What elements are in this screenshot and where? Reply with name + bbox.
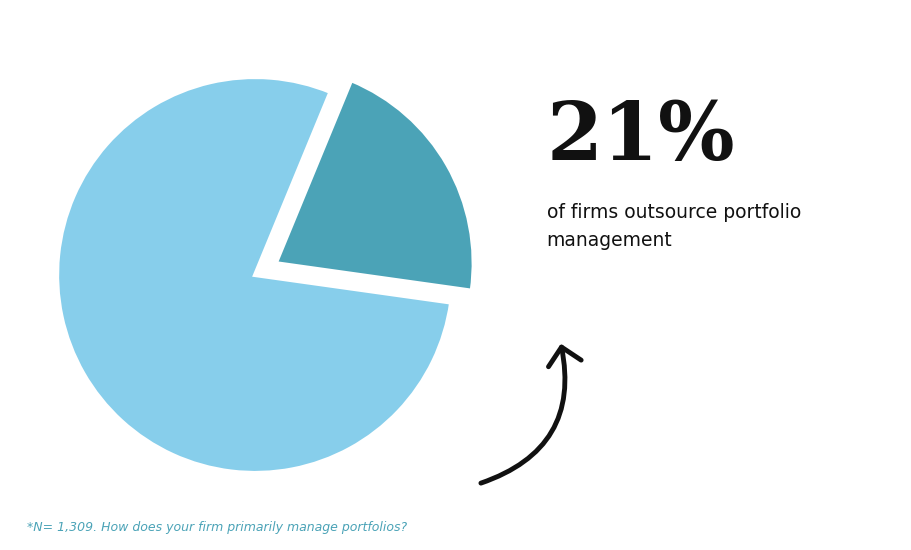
FancyArrowPatch shape [481,347,581,483]
Wedge shape [276,80,474,291]
Wedge shape [57,77,451,473]
Text: of firms outsource portfolio
management: of firms outsource portfolio management [547,204,801,250]
Text: *N= 1,309. How does your firm primarily manage portfolios?: *N= 1,309. How does your firm primarily … [27,520,407,534]
Text: 21%: 21% [547,99,735,177]
